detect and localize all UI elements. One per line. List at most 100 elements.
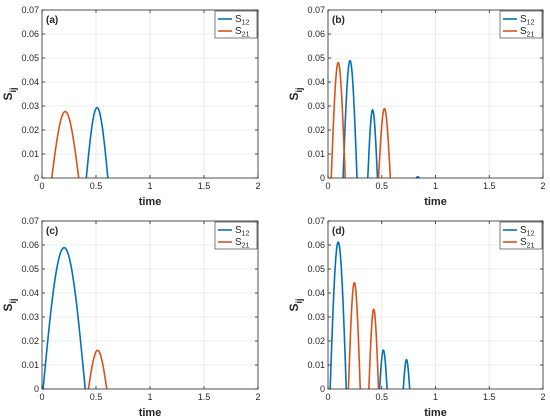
series-s12-curve-2 — [402, 358, 411, 390]
panel-label: (c) — [46, 226, 58, 237]
x-tick-label: 1.5 — [483, 181, 496, 191]
panel-c: 0 0.5 1 1.5 2 0 0.01 0.02 0.03 0.04 0.05 0.06 0.07 ti… — [1, 216, 261, 419]
y-tick-label: 0 — [320, 173, 325, 183]
legend-entry-s12: S12 — [520, 225, 535, 238]
y-tick-label: 0.07 — [307, 216, 325, 226]
x-tick-label: 0 — [325, 392, 330, 402]
y-axis-label-sub: ij — [8, 87, 18, 92]
x-tick-label: 2 — [540, 181, 545, 191]
series-s12-curve-0 — [42, 246, 86, 390]
y-tick-label: 0.02 — [307, 336, 325, 346]
series-s21-curve-0 — [347, 281, 362, 390]
series-s21-curve-0 — [87, 349, 108, 390]
x-tick-label: 0.5 — [90, 181, 103, 191]
x-tick-label: 0.5 — [90, 392, 103, 402]
x-tick-label: 1 — [147, 392, 152, 402]
x-tick-label: 1.5 — [483, 392, 496, 402]
y-tick-label: 0 — [34, 384, 39, 394]
grid — [42, 10, 258, 178]
series-s12-curve-0 — [342, 59, 358, 179]
x-tick-label: 1 — [433, 392, 438, 402]
grid — [328, 221, 543, 389]
series-s12-curve-2 — [415, 176, 421, 179]
panel-b: 0 0.5 1 1.5 2 0 0.01 0.02 0.03 0.04 0.05 0.06 0.07 ti… — [287, 5, 546, 208]
grid — [42, 221, 258, 389]
x-tick-label: 1.5 — [198, 392, 211, 402]
panel-label: (a) — [46, 15, 58, 26]
legend-entry-sub: 12 — [527, 231, 535, 238]
y-axis-label-sub: ij — [294, 298, 304, 303]
legend-box — [499, 10, 543, 39]
x-tick-label: 0 — [39, 392, 44, 402]
series-s21-curve-1 — [377, 107, 392, 179]
y-tick-label: 0.01 — [307, 360, 325, 370]
y-tick-label: 0.06 — [21, 240, 39, 250]
x-axis-label: time — [424, 407, 447, 419]
series-s12-curve-0 — [85, 106, 109, 179]
x-tick-label: 1 — [433, 181, 438, 191]
series-s12-curve-1 — [378, 349, 388, 390]
legend-entry-s12: S12 — [235, 14, 250, 27]
x-tick-label: 1 — [147, 181, 152, 191]
y-tick-label: 0.02 — [21, 125, 39, 135]
y-tick-label: 0.06 — [307, 240, 325, 250]
y-tick-label: 0.03 — [307, 101, 325, 111]
y-axis-label-main: S — [287, 304, 301, 312]
legend-entry-main: S — [520, 225, 527, 236]
y-tick-label: 0.01 — [307, 149, 325, 159]
y-tick-label: 0.03 — [307, 312, 325, 322]
y-tick-label: 0.03 — [21, 312, 39, 322]
legend-entry-sub: 21 — [527, 32, 535, 39]
legend-entry-s21: S21 — [520, 237, 535, 250]
x-tick-label: 0 — [325, 181, 330, 191]
series-s21-curve-0 — [330, 61, 346, 179]
x-tick-label: 2 — [255, 392, 260, 402]
x-tick-label: 0.5 — [375, 392, 388, 402]
legend-entry-main: S — [235, 237, 242, 248]
x-tick-label: 0.5 — [375, 181, 388, 191]
legend-entry-main: S — [520, 26, 527, 37]
legend-entry-sub: 21 — [242, 243, 250, 250]
y-tick-label: 0.04 — [307, 77, 325, 87]
legend-entry-sub: 12 — [527, 20, 535, 27]
y-tick-label: 0 — [320, 384, 325, 394]
x-tick-label: 2 — [255, 181, 260, 191]
legend-entry-main: S — [235, 26, 242, 37]
y-axis-label: Sij — [287, 87, 304, 100]
y-tick-label: 0.07 — [307, 5, 325, 15]
y-axis-label-sub: ij — [294, 87, 304, 92]
y-tick-label: 0.01 — [21, 360, 39, 370]
y-tick-label: 0.06 — [307, 29, 325, 39]
legend-entry-s12: S12 — [520, 14, 535, 27]
legend-entry-main: S — [235, 225, 242, 236]
x-tick-label: 2 — [540, 392, 545, 402]
y-tick-label: 0.04 — [21, 77, 39, 87]
y-tick-label: 0.07 — [21, 216, 39, 226]
legend-entry-main: S — [235, 14, 242, 25]
y-axis-label: Sij — [287, 298, 304, 311]
y-tick-label: 0.05 — [307, 53, 325, 63]
y-tick-label: 0.05 — [21, 53, 39, 63]
y-tick-label: 0.01 — [21, 149, 39, 159]
panel-label: (d) — [332, 226, 345, 237]
y-axis-label-main: S — [1, 304, 15, 312]
y-tick-label: 0.02 — [21, 336, 39, 346]
x-axis-label: time — [139, 196, 162, 208]
x-tick-label: 0 — [39, 181, 44, 191]
legend-entry-s12: S12 — [235, 225, 250, 238]
legend-box — [499, 221, 543, 250]
legend-entry-main: S — [520, 237, 527, 248]
y-axis-label-sub: ij — [8, 298, 18, 303]
y-tick-label: 0.02 — [307, 125, 325, 135]
y-tick-label: 0.03 — [21, 101, 39, 111]
panel-a: 0 0.5 1 1.5 2 0 0.01 0.02 0.03 0.04 0.05 0.06 0.07 ti… — [1, 5, 261, 208]
y-tick-label: 0 — [34, 173, 39, 183]
y-axis-label-main: S — [287, 93, 301, 101]
y-tick-label: 0.06 — [21, 29, 39, 39]
y-axis-label: Sij — [1, 87, 18, 100]
legend-entry-main: S — [520, 14, 527, 25]
y-axis-label: Sij — [1, 298, 18, 311]
legend-entry-sub: 21 — [242, 32, 250, 39]
